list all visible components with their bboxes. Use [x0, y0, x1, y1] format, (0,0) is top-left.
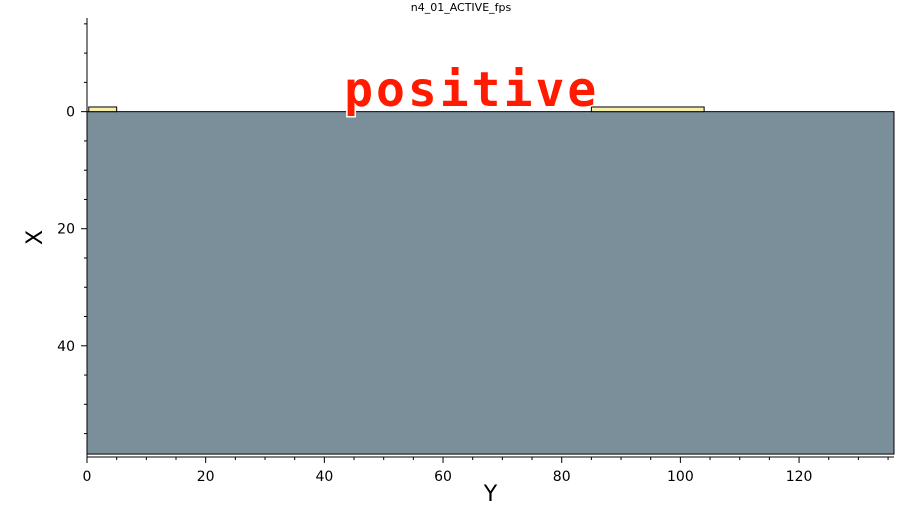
positive-annotation: positive — [344, 62, 599, 118]
x-tick-label: 0 — [83, 469, 92, 485]
axes-layer: 0 20 40 60 80 100 120 0 20 40 — [57, 18, 894, 485]
x-tick-label: 100 — [667, 469, 694, 485]
region-2 — [590, 106, 705, 113]
x-tick-label: 40 — [315, 469, 333, 485]
region-0 — [86, 111, 895, 455]
x-tick-label: 20 — [197, 469, 215, 485]
y-tick-label: 20 — [57, 222, 75, 238]
x-axis-label: Y — [483, 482, 498, 507]
y-tick-label: 0 — [66, 105, 75, 121]
region-1 — [88, 106, 118, 113]
x-tick-label: 80 — [553, 469, 571, 485]
y-axis-label: X — [23, 230, 48, 245]
x-tick-label: 120 — [786, 469, 813, 485]
x-tick-label: 60 — [434, 469, 452, 485]
chart-title: n4_01_ACTIVE_fps — [411, 1, 512, 14]
regions-layer — [86, 106, 895, 455]
y-tick-label: 40 — [57, 339, 75, 355]
